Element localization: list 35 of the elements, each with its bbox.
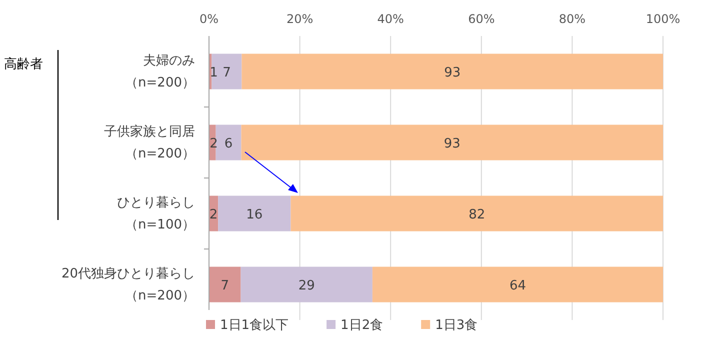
data-label: 93 <box>444 136 460 152</box>
data-label: 1 <box>210 66 218 80</box>
bar <box>242 54 663 90</box>
data-label: 82 <box>468 208 486 222</box>
data-label: 93 <box>444 66 461 80</box>
x-tick-label: 80% <box>558 12 586 26</box>
bar <box>240 266 372 302</box>
bar <box>241 124 663 160</box>
data-label: 29 <box>298 278 315 294</box>
y-tick-label: 子供家族と同居（n=200） <box>104 124 195 162</box>
data-label: 64 <box>509 278 526 294</box>
x-tick-label: 40% <box>377 12 404 26</box>
legend-label: 1日2食 <box>340 318 384 333</box>
text: 高齢者 <box>4 56 43 72</box>
x-tick-label: 60% <box>468 12 495 26</box>
y-tick-label: ひとり暮らし（n=100） <box>117 196 195 232</box>
x-tick-label: 0% <box>199 12 219 26</box>
bar <box>209 266 241 302</box>
y-tick-label: 20代独身ひとり暮らし（n=200） <box>61 266 195 304</box>
legend-label: 1日3食 <box>435 318 478 333</box>
data-label: 7 <box>220 278 230 294</box>
bar <box>212 54 242 90</box>
data-label: 2 <box>209 208 218 222</box>
data-label: 7 <box>222 66 231 80</box>
x-tick-label: 100% <box>646 12 680 26</box>
bar <box>372 266 663 302</box>
data-label: 16 <box>246 208 263 222</box>
data-label: 2 <box>210 136 218 152</box>
bar <box>218 196 291 232</box>
x-tick-label: 20% <box>286 12 314 26</box>
bar <box>216 124 242 160</box>
legend-label: 1日1食以下 <box>220 318 289 333</box>
y-tick-label: 夫婦のみ（n=200） <box>125 54 195 90</box>
bar <box>290 196 663 232</box>
data-label: 6 <box>224 136 233 152</box>
